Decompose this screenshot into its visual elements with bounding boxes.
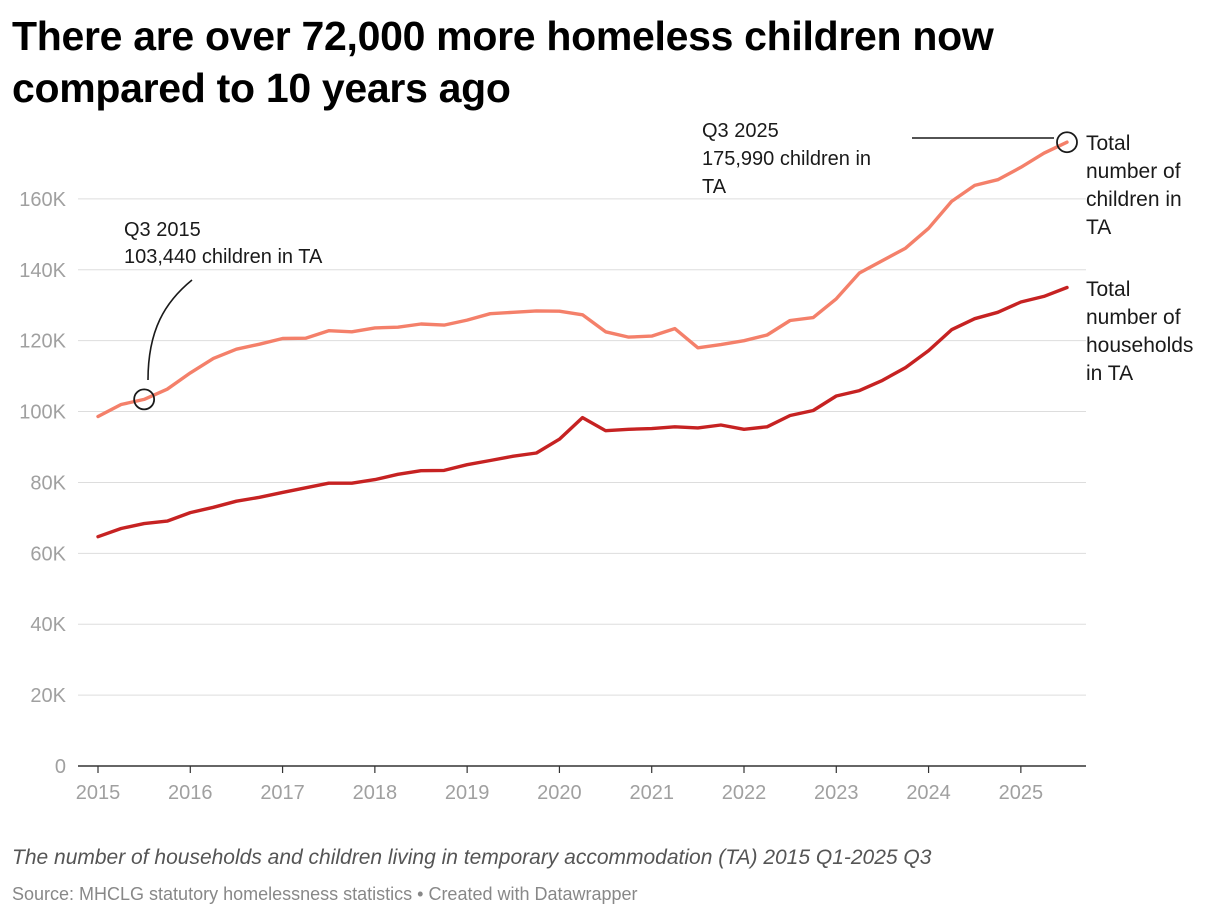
x-tick-label: 2021 xyxy=(629,782,674,804)
x-axis: 2015 2016 2017 2018 2019 2020 2021 2022 2023 2024… xyxy=(76,766,1043,804)
chart-title: There are over 72,000 more homeless chil… xyxy=(12,13,994,111)
annotation-2025-period: Q3 2025 xyxy=(702,120,779,142)
chart-caption: The number of households and children li… xyxy=(12,846,932,869)
children-label-line-4: TA xyxy=(1086,216,1111,239)
x-tick-label: 2015 xyxy=(76,782,121,804)
y-tick-label: 40K xyxy=(30,614,66,636)
annotations: Q3 2015 103,440 children in TA Q3 2025 1… xyxy=(124,120,1078,411)
households-label-line-3: households xyxy=(1086,334,1193,357)
y-tick-label: 0 xyxy=(55,756,66,778)
annotation-2015-connector xyxy=(147,279,193,381)
series-labels: Total number of children in TA Total num… xyxy=(1086,132,1193,385)
x-tick-label: 2017 xyxy=(260,782,305,804)
y-tick-label: 100K xyxy=(19,402,66,424)
y-tick-label: 80K xyxy=(30,472,66,494)
x-tick-label: 2016 xyxy=(168,782,213,804)
x-tick-label: 2019 xyxy=(445,782,490,804)
y-tick-label: 160K xyxy=(19,189,66,211)
y-tick-label: 140K xyxy=(19,260,66,282)
households-label-line-2: number of xyxy=(1086,306,1181,329)
annotation-2015-period: Q3 2015 xyxy=(124,219,201,241)
children-label-line-1: Total xyxy=(1086,132,1130,155)
annotation-2015-text: 103,440 children in TA xyxy=(124,246,323,268)
x-tick-label: 2018 xyxy=(353,782,398,804)
households-label-line-1: Total xyxy=(1086,278,1130,301)
y-tick-label: 60K xyxy=(30,543,66,565)
chart-source: Source: MHCLG statutory homelessness sta… xyxy=(12,884,638,904)
gridlines xyxy=(78,198,1086,767)
annotation-2015-marker xyxy=(133,388,156,411)
y-tick-label: 120K xyxy=(19,331,66,353)
x-tick-label: 2025 xyxy=(999,782,1044,804)
x-tick-label: 2023 xyxy=(814,782,859,804)
annotation-2025-text-line2: TA xyxy=(702,176,727,198)
series-lines xyxy=(96,140,1069,539)
x-tick-label: 2020 xyxy=(537,782,582,804)
x-tick-label: 2022 xyxy=(722,782,767,804)
children-label-line-2: number of xyxy=(1086,160,1181,183)
y-tick-label: 20K xyxy=(30,685,66,707)
y-axis: 0 20K 40K 60K 80K 100K 120K 140K 160K xyxy=(19,189,66,778)
series-line-households xyxy=(96,285,1069,539)
households-label-line-4: in TA xyxy=(1086,362,1133,385)
children-label-line-3: children in xyxy=(1086,188,1182,211)
annotation-2025-marker xyxy=(1056,131,1078,154)
annotation-2025-text-line1: 175,990 children in xyxy=(702,148,871,170)
x-tick-label: 2024 xyxy=(906,782,951,804)
series-line-children xyxy=(96,140,1069,419)
